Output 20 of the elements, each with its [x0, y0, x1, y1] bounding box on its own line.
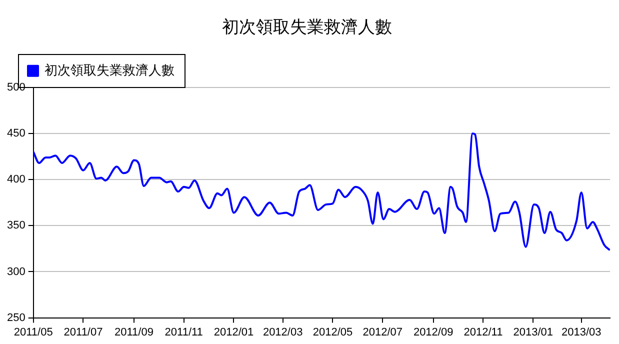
x-tick-label: 2012/07 — [362, 326, 402, 338]
y-tick-label: 250 — [6, 312, 26, 324]
y-tick-label: 450 — [6, 128, 26, 140]
legend-label: 初次領取失業救濟人數 — [44, 63, 174, 78]
y-tick-label: 400 — [6, 174, 26, 186]
x-tick-label: 2011/09 — [114, 326, 154, 338]
x-tick-label: 2012/11 — [464, 326, 503, 338]
y-tick-label: 300 — [6, 266, 26, 278]
x-tick-label: 2013/01 — [513, 326, 553, 338]
chart-title: 初次領取失業救濟人數 — [222, 18, 392, 38]
y-tick-label: 350 — [6, 220, 26, 232]
x-tick-label: 2011/11 — [164, 326, 203, 338]
x-tick-label: 2011/05 — [14, 326, 53, 338]
x-tick-label: 2011/07 — [64, 326, 103, 338]
x-tick-label: 2012/03 — [262, 326, 303, 338]
x-tick-label: 2012/05 — [312, 326, 353, 338]
line-series — [33, 132, 610, 251]
x-tick-label: 2012/09 — [413, 326, 454, 338]
x-tick-label: 2012/01 — [214, 326, 254, 338]
x-tick-label: 2013/03 — [561, 326, 602, 338]
